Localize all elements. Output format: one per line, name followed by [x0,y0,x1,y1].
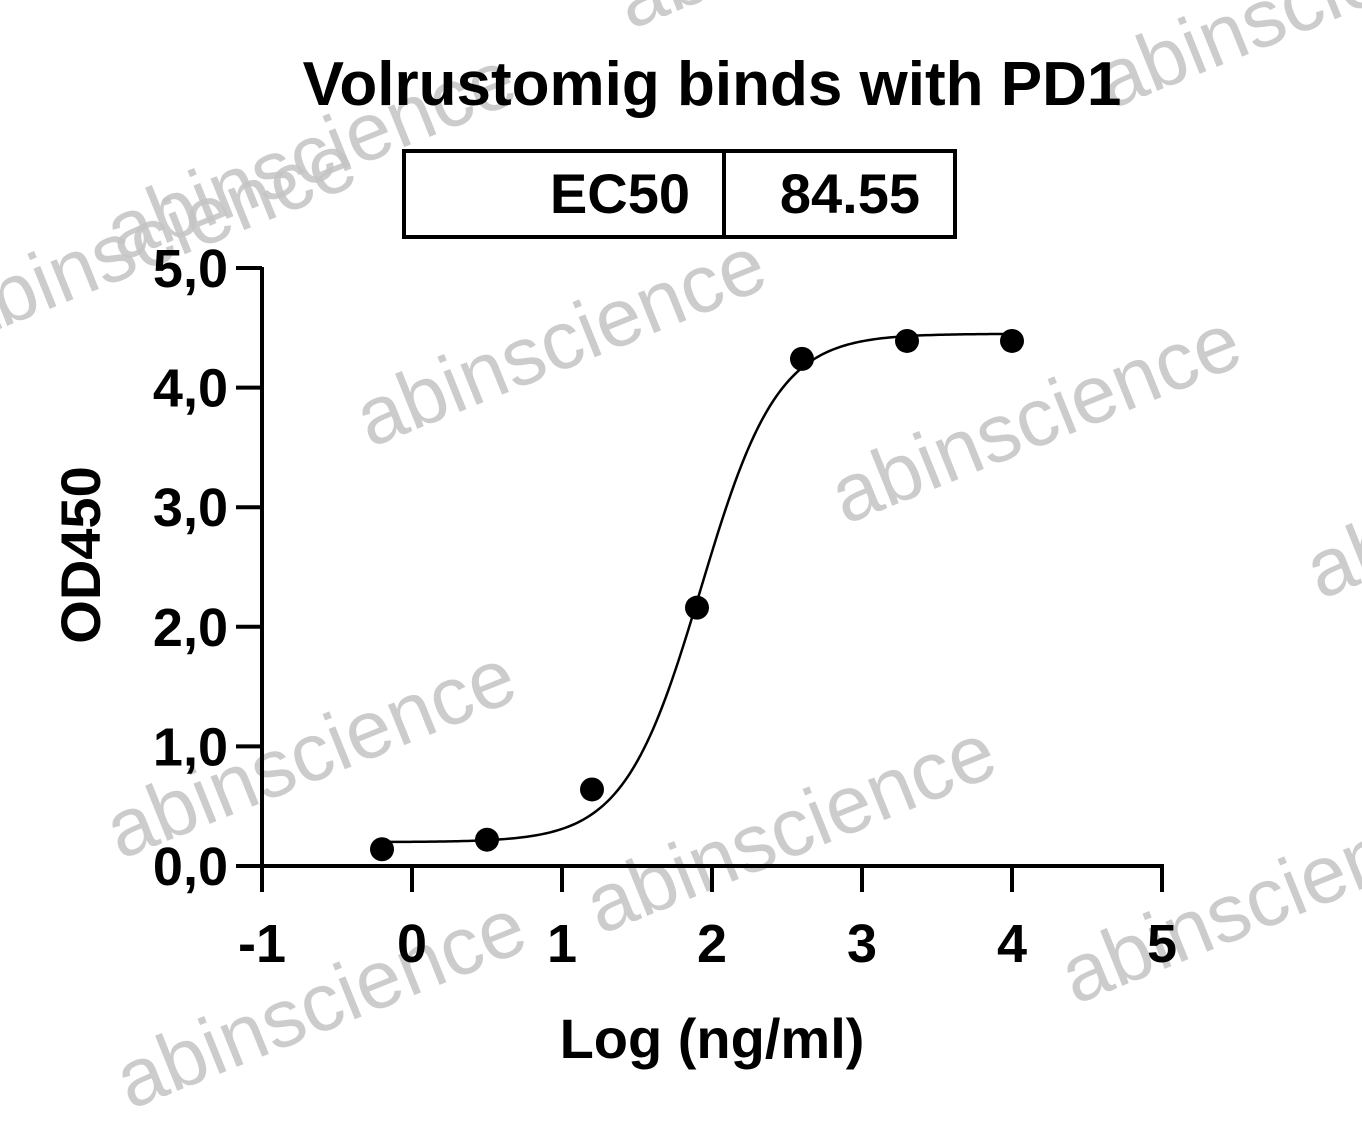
watermark-text: abinscience [818,295,1254,542]
x-tick-label: 5 [1147,914,1177,974]
watermark-text: abinscience [343,218,779,465]
x-tick-label: 2 [697,914,727,974]
y-tick-label: 4,0 [153,359,228,419]
data-point [685,595,709,620]
x-tick-label: 3 [847,914,877,974]
y-tick-label: 0,0 [153,837,228,897]
ec50-table: EC50 84.55 [402,149,957,239]
y-axis-ticks: 0,0 1,0 2,0 3,0 4,0 5,0 [153,239,262,897]
x-tick-label: 0 [397,914,427,974]
ec50-label: EC50 [550,162,690,225]
x-axis-ticks: -1 0 1 2 3 4 5 [238,866,1177,974]
watermark-text: abinscience [573,705,1009,952]
watermark-text: abinscience [1293,370,1362,617]
y-tick-label: 2,0 [153,598,228,658]
data-points [370,328,1024,862]
data-point [370,837,394,862]
x-tick-label: -1 [238,914,286,974]
x-tick-label: 1 [547,914,577,974]
data-point [895,328,919,353]
data-point [475,827,499,852]
y-axis-label: OD450 [49,466,112,643]
x-tick-label: 4 [997,914,1027,974]
y-tick-label: 1,0 [153,717,228,777]
data-point [580,777,604,802]
ec50-value: 84.55 [780,162,920,225]
watermark-text: abinscience [103,880,539,1116]
chart-title: Volrustomig binds with PD1 [303,50,1122,119]
ec50-table-border [402,149,957,239]
data-point [790,346,814,371]
y-tick-label: 5,0 [153,239,228,299]
watermark-text: abinscience [1048,775,1362,1022]
watermark-text: abinscience [603,0,1039,47]
x-axis-label: Log (ng/ml) [560,1007,865,1070]
watermark-text: abinscience [1083,0,1362,127]
data-point [1000,328,1024,353]
y-tick-label: 3,0 [153,478,228,538]
